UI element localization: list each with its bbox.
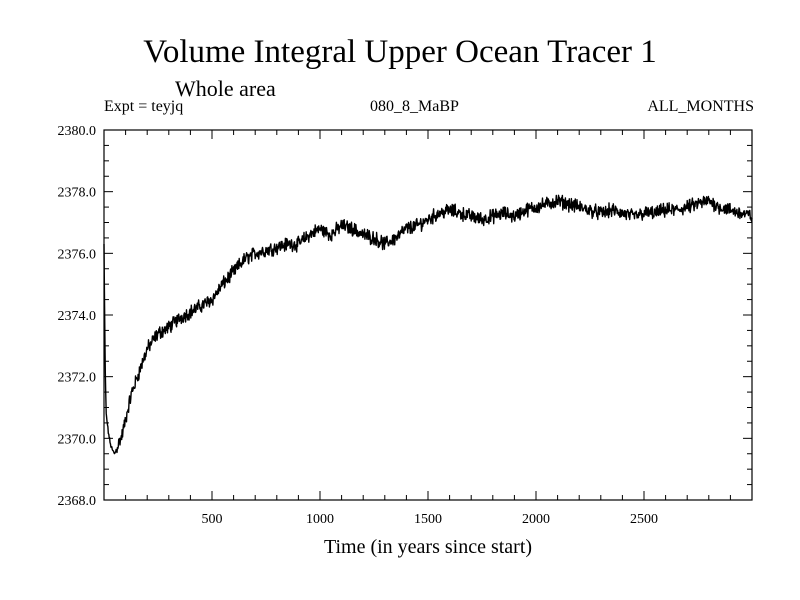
chart-subtitle: Whole area [175, 76, 276, 101]
x-tick-label: 500 [202, 512, 223, 527]
y-tick-label: 2376.0 [58, 247, 97, 262]
y-tick-label: 2374.0 [58, 309, 97, 324]
y-tick-label: 2378.0 [58, 186, 97, 201]
period-label: 080_8_MaBP [370, 98, 459, 115]
plot-frame [103, 129, 753, 501]
x-tick-label: 2500 [630, 512, 658, 527]
series-line-tracer-1 [103, 194, 753, 455]
x-tick-label: 1500 [414, 512, 442, 527]
experiment-label: Expt = teyjq [104, 98, 184, 115]
y-tick-label: 2370.0 [58, 432, 97, 447]
y-tick-label: 2368.0 [58, 494, 97, 509]
y-tick-label: 2372.0 [58, 371, 97, 386]
x-tick-label: 1000 [306, 512, 334, 527]
axis-ticks: 500 1000 1500 2000 2500 2368.0 2370.0 2372.0 237… [58, 124, 752, 527]
x-tick-label: 2000 [522, 512, 550, 527]
x-axis-label: Time (in years since start) [323, 536, 533, 558]
months-label: ALL_MONTHS [647, 98, 754, 115]
y-tick-label: 2380.0 [58, 124, 97, 139]
chart-title: Volume Integral Upper Ocean Tracer 1 [143, 34, 657, 70]
